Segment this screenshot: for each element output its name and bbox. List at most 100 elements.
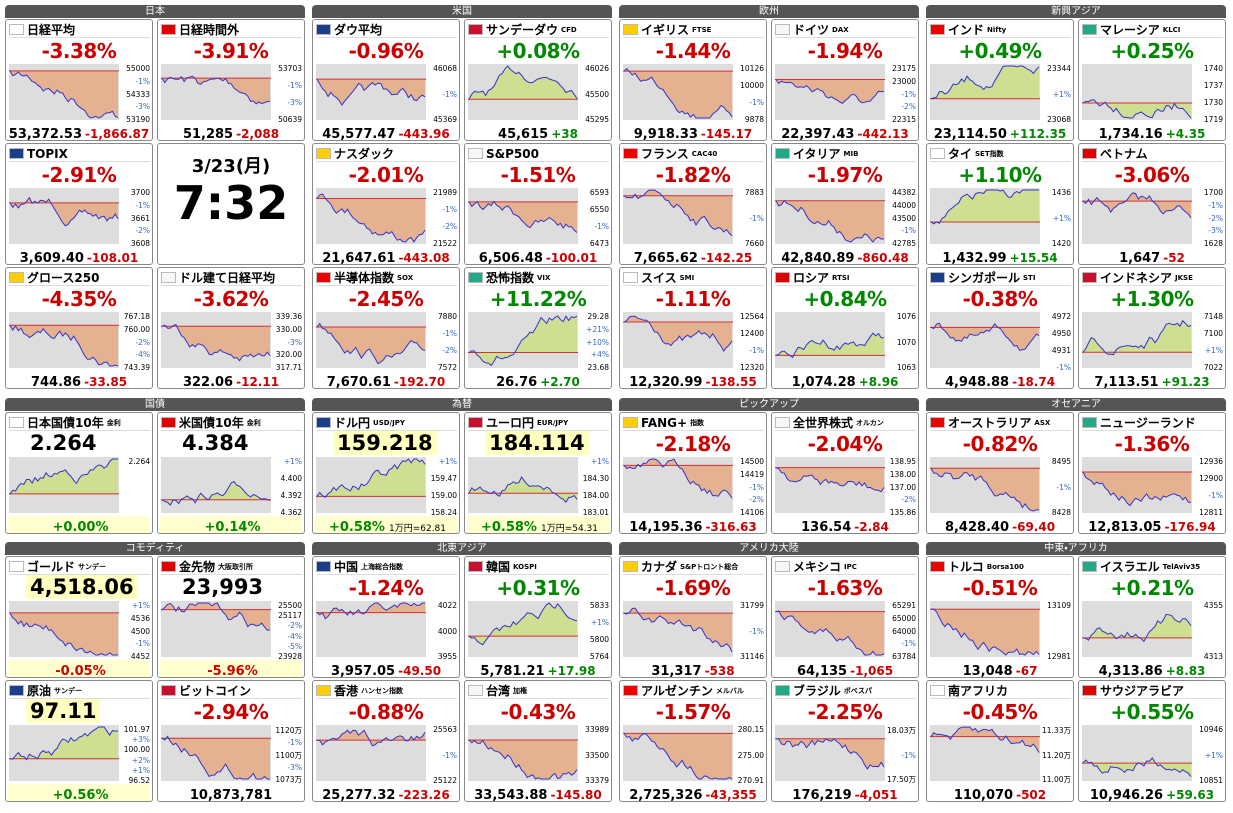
- axis-label: -2%: [1208, 213, 1223, 223]
- name-row: イタリア MIB: [775, 146, 916, 162]
- name-row: 台湾 加権: [468, 683, 609, 699]
- name-row: ドル建て日経平均: [161, 270, 302, 286]
- sub-label: RTSI: [832, 273, 850, 282]
- axis-labels: +1% 184.30 184.00 183.01: [579, 457, 609, 517]
- tile: イスラエル TelAviv35 +0.21% 4,313.86 +8.83 4355 431…: [1078, 556, 1226, 678]
- chart-line: [316, 729, 426, 747]
- change: -1,866.87: [85, 127, 150, 141]
- mini-chart: [930, 64, 1040, 120]
- bottom-row: 14,195.36 -316.63: [622, 516, 764, 534]
- name: ゴールド: [27, 560, 76, 574]
- axis-label: 159.47: [430, 474, 457, 483]
- chart-area: [317, 79, 425, 106]
- change: -52: [1163, 251, 1185, 265]
- tile: ロシア RTSI +0.84% 1,074.28 +8.96 1076 1070 1063: [771, 267, 919, 389]
- value: 3,609.40: [19, 251, 84, 265]
- axis-labels: 2.264: [120, 457, 150, 517]
- axis-labels: 101.97 +3% 100.00 +2% +1% 96.52: [120, 725, 150, 785]
- axis-label: 183.01: [582, 508, 609, 517]
- name-row: FANG+ 指数: [623, 415, 764, 431]
- axis-label: 2.264: [128, 457, 150, 466]
- bottom-row: 1,647 -52: [1081, 247, 1223, 265]
- change: -2.84: [854, 520, 889, 534]
- chart-line: [468, 602, 578, 646]
- time: 7:32: [173, 176, 289, 230]
- pct: +0.84%: [803, 287, 887, 311]
- sub-label: TelAviv35: [1162, 562, 1201, 571]
- name-row: メキシコ IPC: [775, 559, 916, 575]
- axis-labels: 23175 23000 -1% -2% 22315: [886, 64, 916, 124]
- chart-line: [930, 322, 1040, 351]
- chart-line: [623, 733, 733, 780]
- chart-line: [9, 726, 119, 761]
- value: 4,948.88: [944, 375, 1010, 389]
- price: 4.384: [182, 431, 249, 455]
- sub-label: メルバル: [715, 686, 744, 695]
- bottom-row: +0.58% 1万円=54.31: [467, 516, 609, 534]
- axis-labels: 44382 44000 43500 -1% 42785: [886, 188, 916, 248]
- name: S&P500: [486, 146, 539, 161]
- axis-labels: 7883 -1% 7660: [734, 188, 764, 248]
- axis-label: -2%: [287, 621, 302, 631]
- axis-label: 1700: [1203, 188, 1223, 197]
- chart-line: [316, 602, 425, 620]
- axis-label: 8495: [1051, 457, 1071, 466]
- axis-label: 1063: [896, 363, 916, 372]
- axis-label: -1%: [749, 213, 764, 223]
- change: -443.08: [398, 251, 450, 265]
- bottom-row: 1,734.16 +4.35: [1081, 123, 1223, 140]
- bottom-row: 45,577.47 -443.96: [315, 123, 457, 140]
- change: -316.63: [705, 520, 757, 534]
- note: 1万円=54.31: [540, 524, 599, 534]
- value: 23,114.50: [933, 127, 1007, 141]
- axis-label: 1628: [1203, 239, 1223, 248]
- axis-label: -2%: [442, 346, 457, 355]
- sub-label: 金利: [106, 418, 121, 427]
- axis-label: 7883: [744, 188, 764, 197]
- mini-chart: [775, 64, 885, 120]
- axis-label: 1100万: [275, 750, 302, 760]
- flag: [623, 685, 638, 696]
- tile: S&P500 -1.51% 6,506.48 -100.01 6593 6550 -1% 64…: [464, 143, 612, 265]
- axis-label: -1%: [287, 738, 302, 748]
- axis-label: 1420: [1051, 239, 1071, 248]
- chart-area: [1083, 758, 1191, 777]
- axis-label: 1070: [896, 337, 916, 347]
- axis-label: 138.95: [889, 457, 916, 466]
- bottom-row: 21,647.61 -443.08: [315, 247, 457, 265]
- bottom-row: 22,397.43 -442.13: [774, 123, 916, 140]
- pct: -1.44%: [655, 39, 731, 63]
- tile: アルゼンチン メルバル -1.57% 2,725,326 -43,355 280.15 27…: [619, 680, 767, 802]
- chart-area: [776, 467, 884, 492]
- chart-line: [316, 78, 426, 107]
- name-row: 米国債10年 金利: [161, 415, 302, 431]
- chart-area: [1083, 614, 1191, 642]
- mini-chart: [468, 457, 578, 513]
- bottom-row: 3,609.40 -108.01: [8, 247, 150, 265]
- axis-label: -1%: [442, 329, 457, 338]
- axis-label: 1740: [1203, 64, 1223, 73]
- chart-line: [161, 480, 271, 506]
- name-row: 半導体指数 SOX: [316, 270, 457, 286]
- price: 2.264: [30, 431, 97, 455]
- bottom-row: 9,918.33 -145.17: [622, 123, 764, 140]
- group-header: 新興アジア: [926, 5, 1226, 18]
- price: 184.114: [485, 431, 589, 455]
- axis-label: +1%: [1204, 750, 1223, 760]
- mini-chart: [9, 725, 119, 781]
- date: 3/23(月): [191, 156, 271, 177]
- axis-labels: 18.03万 -1% 17.50万: [886, 725, 916, 785]
- name-row: 日経時間外: [161, 22, 302, 38]
- value: 3,957.05: [330, 664, 396, 678]
- axis-label: +1%: [1052, 213, 1071, 223]
- mini-chart: [775, 601, 885, 657]
- mini-chart: [161, 725, 271, 781]
- flag: [775, 148, 790, 159]
- flag: [468, 24, 483, 35]
- axis-label: 4500: [130, 626, 150, 636]
- bottom-row: +0.58% 1万円=62.81: [315, 516, 457, 533]
- chart-line: [623, 67, 733, 119]
- flag: [468, 272, 483, 283]
- mini-chart: [623, 64, 733, 120]
- mini-chart: [9, 312, 119, 368]
